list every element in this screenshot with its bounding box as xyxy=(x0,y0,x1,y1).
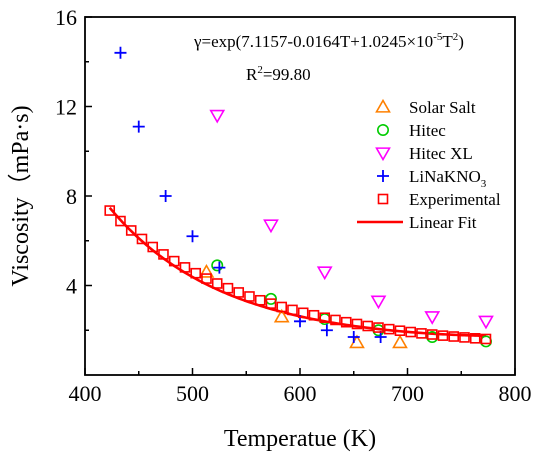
data-point xyxy=(276,301,288,313)
data-point xyxy=(115,215,126,227)
data-point xyxy=(392,334,408,349)
data-point xyxy=(426,329,438,340)
data-point xyxy=(254,294,266,306)
data-point xyxy=(424,311,441,325)
data-point xyxy=(287,304,298,316)
data-point xyxy=(159,190,172,202)
data-point xyxy=(347,330,360,343)
data-point xyxy=(383,323,395,335)
data-point xyxy=(186,230,199,243)
data-point xyxy=(244,291,255,302)
y-tick-label: 16 xyxy=(55,5,77,30)
legend-marker-experimental xyxy=(377,193,389,205)
legend-label-linear-fit: Linear Fit xyxy=(409,213,477,232)
data-point xyxy=(132,120,145,133)
fit-equation: γ=exp(7.1157-0.0164T+1.0245×10-5T2) xyxy=(193,31,464,51)
data-point xyxy=(263,219,279,234)
legend: Solar Salt Hitec Hitec XL LiNaKNO3Experimen… xyxy=(357,98,501,232)
data-point xyxy=(201,273,212,284)
data-point xyxy=(114,46,127,59)
data-point xyxy=(136,233,148,245)
data-point xyxy=(233,287,245,298)
data-point xyxy=(319,312,331,324)
data-point xyxy=(374,330,387,343)
r-squared-label: R2=99.80 xyxy=(246,64,311,84)
series-hitec-xl xyxy=(209,109,494,330)
x-tick-label: 800 xyxy=(499,381,532,406)
legend-marker-linakno xyxy=(377,170,389,182)
data-point xyxy=(480,333,492,345)
data-point xyxy=(222,282,234,294)
x-tick-label: 600 xyxy=(284,381,317,406)
data-point xyxy=(213,261,226,274)
legend-marker-hitec-xl xyxy=(375,147,391,162)
data-point xyxy=(209,109,226,124)
data-point xyxy=(125,225,137,236)
data-point xyxy=(469,333,481,344)
data-point xyxy=(351,318,363,330)
data-point xyxy=(265,298,277,309)
data-point xyxy=(198,263,215,278)
data-point xyxy=(179,262,191,273)
data-point xyxy=(405,326,417,338)
data-point xyxy=(190,267,202,279)
x-tick-label: 400 xyxy=(69,381,102,406)
data-point xyxy=(316,266,333,281)
data-point xyxy=(340,316,352,328)
data-point xyxy=(416,328,427,339)
legend-marker-hitec xyxy=(376,124,389,137)
data-point xyxy=(394,325,406,336)
data-point xyxy=(370,295,387,310)
data-point xyxy=(308,309,320,321)
x-axis-title: Temperatue (K) xyxy=(224,426,376,452)
data-point xyxy=(437,330,449,341)
data-point xyxy=(104,205,116,216)
data-point xyxy=(147,241,159,253)
data-point xyxy=(211,259,224,272)
data-point xyxy=(211,278,223,289)
y-tick-label: 4 xyxy=(66,274,77,299)
y-tick-label: 8 xyxy=(66,184,77,209)
data-point xyxy=(330,314,341,326)
fit-line xyxy=(108,206,487,338)
y-tick-label: 12 xyxy=(55,95,77,120)
legend-label-hitec: Hitec xyxy=(409,121,446,140)
y-axis-title: Viscosity（mPa·s) xyxy=(8,105,34,286)
data-point xyxy=(297,307,309,319)
data-point xyxy=(373,322,384,333)
series-linakno xyxy=(114,46,387,343)
plot-frame xyxy=(84,16,516,376)
data-point xyxy=(158,249,169,260)
legend-label-solar-salt: Solar Salt xyxy=(409,98,476,117)
data-point xyxy=(459,332,470,343)
data-point xyxy=(320,324,333,337)
series-experimental xyxy=(104,205,492,345)
plot-area xyxy=(104,46,494,349)
legend-label-hitec-xl: Hitec XL xyxy=(409,144,473,163)
x-tick-label: 500 xyxy=(176,381,209,406)
data-point xyxy=(478,315,494,330)
data-point xyxy=(273,308,290,323)
data-point xyxy=(448,331,460,342)
legend-label-linakno: LiNaKNO3 xyxy=(409,167,487,190)
legend-marker-solar-salt xyxy=(375,98,391,113)
data-point xyxy=(362,320,374,332)
legend-label-experimental: Experimental xyxy=(409,190,501,209)
x-tick-label: 700 xyxy=(391,381,424,406)
data-point xyxy=(479,335,492,348)
data-point xyxy=(168,255,180,267)
